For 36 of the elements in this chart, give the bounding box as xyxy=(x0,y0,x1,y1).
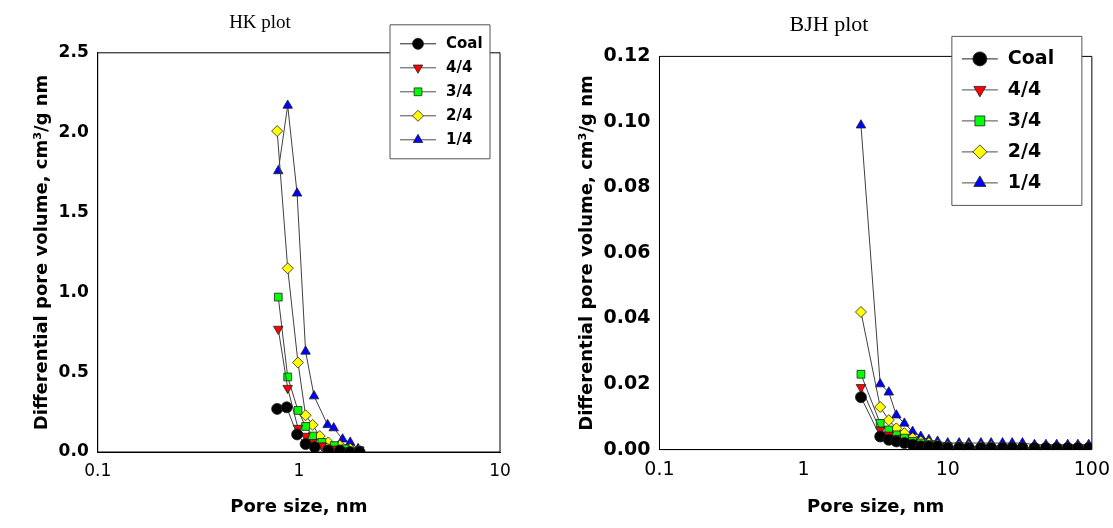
x-tick-label: 0.1 xyxy=(84,459,112,480)
x-tick-label: 1 xyxy=(797,456,810,479)
x-tick-label: 100 xyxy=(1073,456,1110,479)
x-tick-label: 1 xyxy=(293,459,305,480)
legend-label: 2/4 xyxy=(446,105,473,124)
y-tick-label: 1.5 xyxy=(58,200,89,221)
y-tick-label: 2.0 xyxy=(58,121,89,142)
x-tick-label: 10 xyxy=(489,459,511,480)
x-axis-title: Pore size, nm xyxy=(230,494,368,516)
legend-label: 3/4 xyxy=(1007,107,1042,130)
y-axis-title: Differential pore volume, cm³/g nm xyxy=(30,74,52,431)
y-tick-label: 0.0 xyxy=(58,440,89,461)
y-tick-label: 0.06 xyxy=(603,239,651,262)
x-tick-label: 0.1 xyxy=(644,456,675,479)
y-tick-label: 0.00 xyxy=(603,436,651,459)
legend-label: 3/4 xyxy=(446,81,473,100)
y-tick-label: 0.5 xyxy=(58,360,89,381)
x-tick-label: 10 xyxy=(935,456,960,479)
legend-label: 1/4 xyxy=(446,129,473,148)
y-tick-label: 0.12 xyxy=(603,43,651,66)
y-tick-label: 0.10 xyxy=(603,108,651,131)
legend-label: 4/4 xyxy=(446,57,473,76)
y-axis-title: Differential pore volume, cm³/g nm xyxy=(575,75,597,431)
chart-title: BJH plot xyxy=(789,10,869,36)
legend-label: Coal xyxy=(1007,45,1055,68)
y-tick-label: 0.04 xyxy=(603,305,651,328)
y-tick-label: 2.5 xyxy=(58,41,89,62)
legend-label: Coal xyxy=(446,33,483,52)
chart-title: HK plot xyxy=(229,11,292,33)
x-axis-title: Pore size, nm xyxy=(807,494,945,516)
legend-label: 4/4 xyxy=(1007,76,1042,99)
legend-label: 2/4 xyxy=(1007,138,1042,161)
y-tick-label: 1.0 xyxy=(58,280,89,301)
y-tick-label: 0.08 xyxy=(603,174,651,197)
legend-label: 1/4 xyxy=(1007,169,1042,192)
y-tick-label: 0.02 xyxy=(603,371,651,393)
